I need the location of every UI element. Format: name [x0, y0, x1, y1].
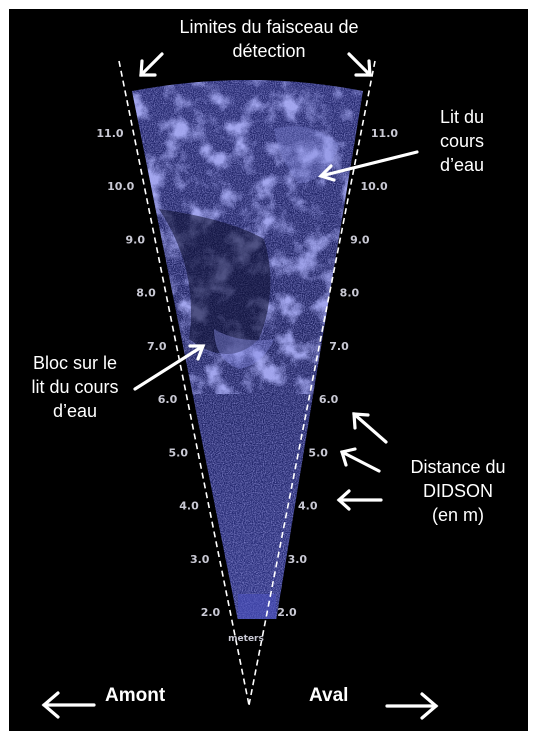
distance-arrow-4 [336, 489, 383, 511]
range-tick-right: 2.0 [277, 606, 297, 619]
range-tick-right: 3.0 [288, 553, 308, 566]
riverbed-label: Lit du cours d’eau [439, 107, 485, 175]
sonar-scene: 2.0 2.0 3.0 3.0 4.0 4.0 5.0 5.0 6.0 6.0 7.0 7.0 8.0 8… [41, 52, 439, 720]
range-tick-left: 5.0 [168, 446, 188, 459]
range-tick-left: 8.0 [136, 287, 156, 300]
boulder-label: Bloc sur le lit du cours d’eau [31, 353, 119, 421]
distance-arrow-6 [352, 412, 388, 444]
distance-label: Distance du DIDSON (en m) [410, 457, 506, 525]
range-tick-left: 7.0 [147, 340, 167, 353]
upstream-label: Amont [105, 685, 166, 706]
range-tick-left: 3.0 [190, 553, 210, 566]
range-tick-left: 2.0 [201, 606, 221, 619]
distance-arrow-5 [339, 447, 381, 473]
range-tick-left: 6.0 [158, 393, 178, 406]
beam-limit-arrow-left [139, 52, 164, 77]
range-tick-left: 10.0 [107, 180, 134, 193]
units-label: meters [228, 634, 264, 644]
boulder-arrow [133, 344, 206, 391]
range-tick-right: 11.0 [371, 127, 398, 140]
upstream-arrow [41, 691, 96, 719]
range-tick-right: 4.0 [298, 500, 318, 513]
range-tick-left: 9.0 [126, 233, 146, 246]
downstream-label: Aval [309, 685, 349, 706]
range-scale: 2.0 2.0 3.0 3.0 4.0 4.0 5.0 5.0 6.0 6.0 7.0 7.0 8.0 8… [96, 127, 398, 619]
beam-limit-arrow-right [347, 52, 372, 77]
range-tick-right: 9.0 [350, 233, 370, 246]
sonar-figure: 2.0 2.0 3.0 3.0 4.0 4.0 5.0 5.0 6.0 6.0 7.0 7.0 8.0 8… [9, 9, 528, 731]
range-tick-left: 4.0 [179, 500, 199, 513]
range-tick-right: 6.0 [319, 393, 339, 406]
range-tick-right: 8.0 [340, 287, 360, 300]
range-tick-right: 5.0 [308, 446, 328, 459]
range-tick-left: 11.0 [96, 127, 123, 140]
downstream-arrow [385, 692, 439, 720]
range-tick-right: 10.0 [361, 180, 388, 193]
beam-limits-label: Limites du faisceau de détection [179, 17, 359, 61]
bed-arrow [317, 150, 419, 182]
range-tick-right: 7.0 [329, 340, 349, 353]
